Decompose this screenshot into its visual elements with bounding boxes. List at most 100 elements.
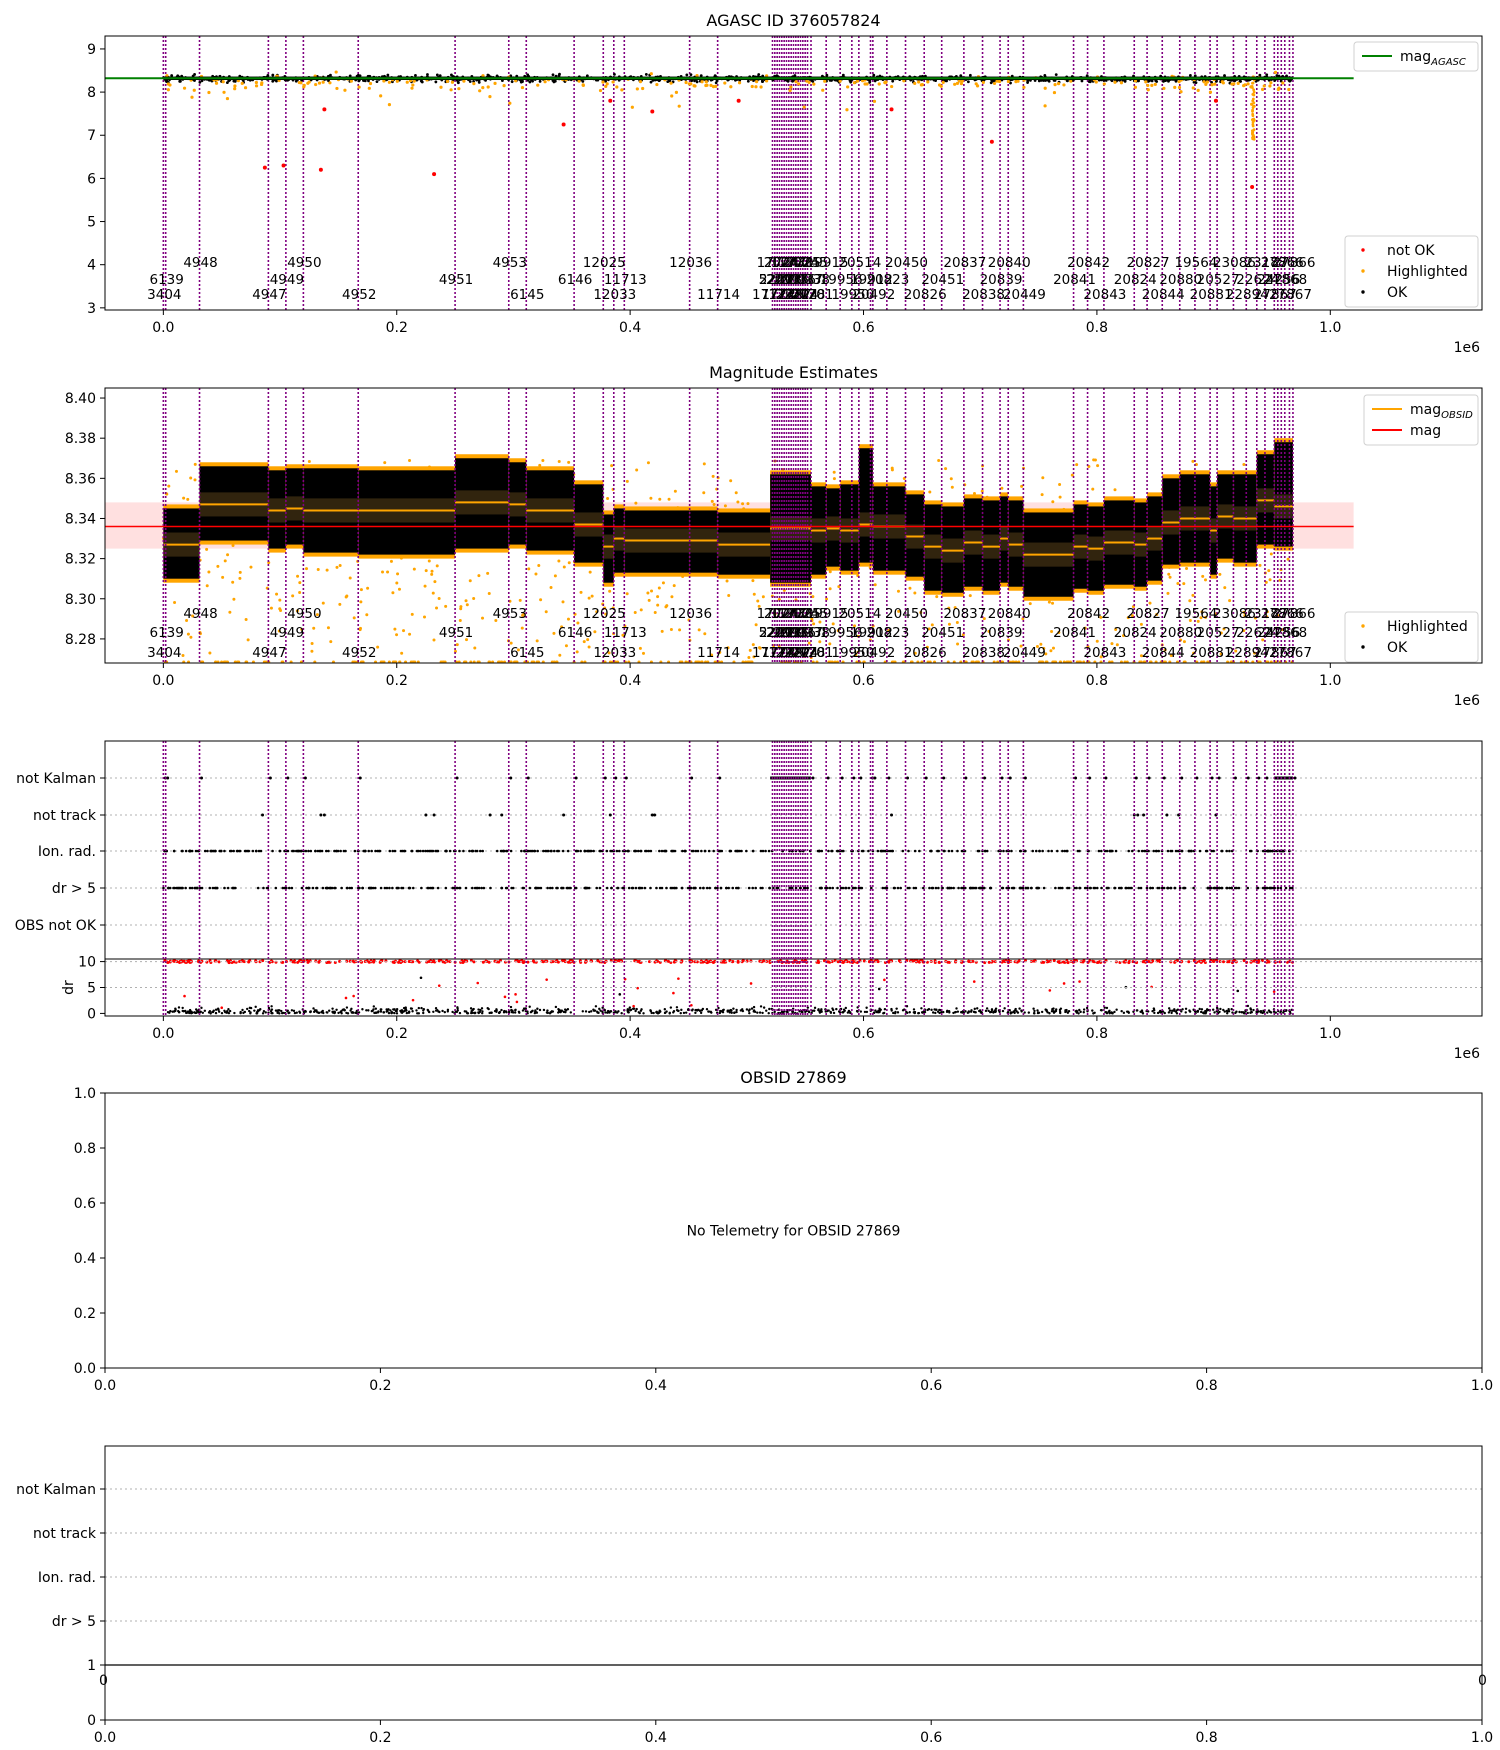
flag-point [1156, 886, 1160, 890]
highlighted-point [1242, 629, 1246, 633]
legend-top [1363, 394, 1479, 446]
flag-point [639, 849, 642, 853]
flag-point [1067, 886, 1071, 890]
flag-point [388, 886, 391, 890]
flag-point [471, 886, 474, 890]
flag-row-label: not track [33, 808, 97, 824]
flag-point [356, 886, 360, 890]
highlighted-point [1099, 615, 1103, 619]
highlighted-point [393, 627, 397, 631]
dr-point [393, 1011, 396, 1015]
flag-point [455, 776, 459, 780]
not-ok-point [1250, 185, 1255, 190]
highlighted-point [1250, 132, 1254, 136]
dr-point [691, 1008, 694, 1011]
highlighted-point [913, 81, 917, 85]
dr-point [405, 1009, 408, 1012]
flag-point [1075, 886, 1078, 890]
flag-point [499, 849, 503, 853]
ok-point [699, 74, 703, 78]
flag-point [584, 886, 587, 890]
obsid-label: 20245 [785, 255, 828, 271]
flag-point [458, 849, 461, 853]
highlighted-point [1265, 615, 1269, 619]
highlighted-point [379, 94, 383, 98]
highlighted-point [386, 570, 390, 574]
flag-point [339, 849, 342, 853]
flag-point [1166, 886, 1170, 890]
flag-point [989, 886, 993, 890]
flag-point [1042, 886, 1046, 890]
dr-point [590, 1010, 593, 1013]
obsid-label: 20247 [764, 606, 807, 622]
flag-point [388, 849, 392, 853]
flag-point [708, 886, 712, 890]
obsid-label: 20838 [962, 287, 1005, 303]
dr-point [500, 1008, 503, 1012]
flag-point [913, 849, 917, 853]
dr-point [1125, 1010, 1129, 1013]
highlighted-point [736, 500, 740, 504]
ok-point [375, 80, 379, 84]
flag-point [235, 849, 239, 853]
highlighted-point [1281, 81, 1285, 85]
obsid-label: 12036 [669, 255, 712, 271]
x-tick-label: 0.0 [152, 673, 174, 689]
dr-point [1196, 1009, 1200, 1013]
dr-point [917, 1011, 921, 1015]
highlighted-point [1114, 628, 1118, 632]
highlighted-point [956, 642, 960, 646]
flag-point [193, 886, 197, 890]
dr-point [228, 1009, 232, 1013]
dr-point [953, 1011, 957, 1014]
highlighted-point [692, 84, 696, 88]
y-tick-label: 3 [87, 301, 96, 317]
highlighted-point [186, 497, 190, 501]
flag-point [531, 849, 534, 853]
flag-point [188, 849, 192, 853]
flag-point [852, 776, 856, 780]
ok-point [528, 80, 532, 84]
flag-point [210, 849, 213, 853]
flag-point [876, 849, 880, 853]
dr-point [626, 1008, 629, 1011]
flag-points [162, 776, 1297, 1015]
ok-point [644, 73, 648, 76]
flag-point [1127, 849, 1131, 853]
flag-point [223, 886, 226, 890]
highlighted-point [823, 79, 827, 83]
highlighted-point [729, 85, 733, 89]
dr-point [637, 1011, 640, 1014]
highlighted-point [615, 85, 619, 89]
flag-point [1030, 886, 1033, 890]
ok-point [849, 80, 853, 84]
highlighted-point [944, 467, 948, 471]
highlighted-point [1230, 82, 1234, 86]
x-tick-label: 0.2 [386, 320, 408, 336]
flag-point [177, 886, 180, 890]
flag-point [615, 849, 619, 853]
dr-point [169, 1009, 172, 1013]
highlighted-point [338, 564, 342, 568]
flag-point [1078, 886, 1081, 890]
dr-point [536, 1007, 539, 1010]
dr-point [745, 1008, 749, 1011]
dr-point [628, 1006, 632, 1009]
flag-point [1073, 886, 1077, 890]
highlighted-point [1044, 652, 1048, 656]
highlighted-point [752, 655, 756, 659]
highlighted-point [811, 595, 815, 599]
dr-point [896, 1011, 900, 1014]
obsid-label: 20937 [780, 625, 823, 641]
dr-point [890, 1009, 893, 1012]
x-tick-label: 0.6 [852, 673, 874, 689]
flag-point [1145, 886, 1149, 890]
dr-point-high [1212, 960, 1216, 964]
flag-point [315, 886, 318, 890]
highlighted-point [1058, 495, 1062, 499]
flag-point [737, 886, 740, 890]
dr-point [514, 1008, 517, 1012]
highlighted-point [919, 83, 923, 87]
highlighted-point [1182, 582, 1186, 586]
y-tick-label: 6 [87, 171, 96, 187]
